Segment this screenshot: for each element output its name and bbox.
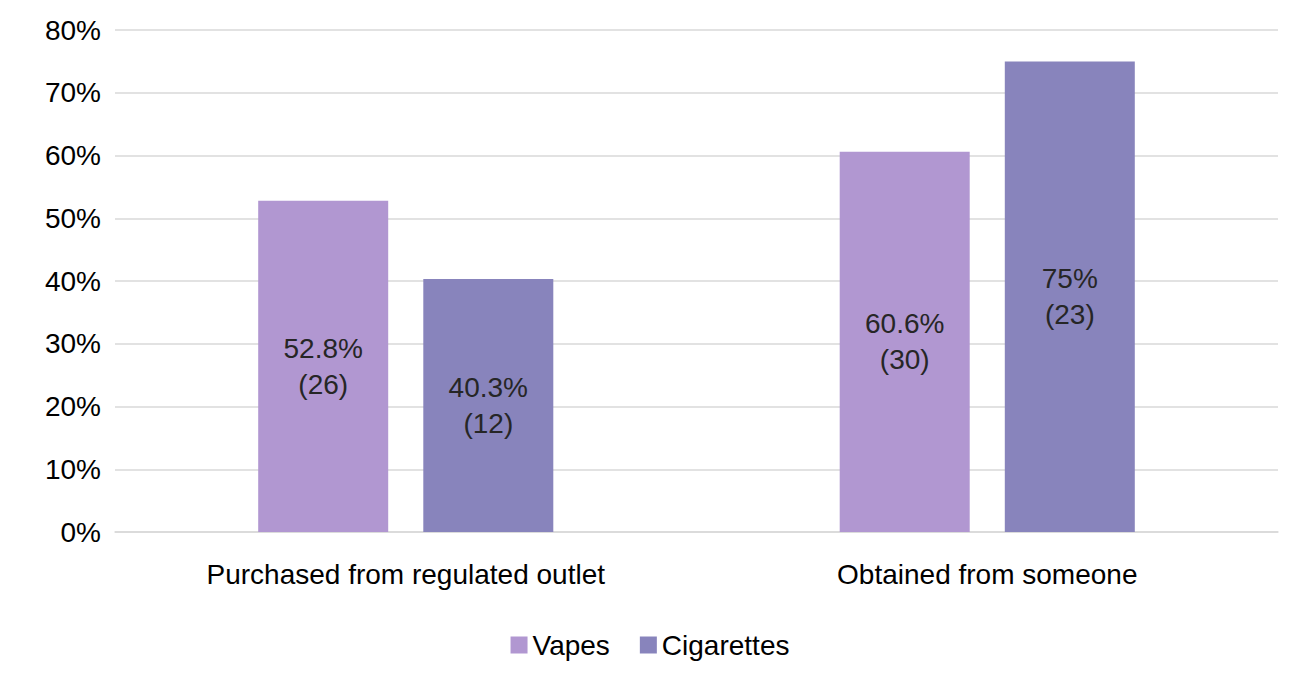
svg-text:70%: 70% [45,77,101,108]
svg-text:30%: 30% [45,328,101,359]
svg-text:(26): (26) [298,369,348,400]
svg-text:75%: 75% [1042,263,1098,294]
svg-text:Vapes: Vapes [533,630,610,661]
svg-text:60%: 60% [45,140,101,171]
svg-text:40.3%: 40.3% [449,372,528,403]
svg-text:80%: 80% [45,15,101,46]
svg-text:0%: 0% [61,517,101,548]
svg-text:40%: 40% [45,266,101,297]
svg-text:(30): (30) [880,344,930,375]
svg-text:(23): (23) [1045,299,1095,330]
svg-text:Cigarettes: Cigarettes [662,630,790,661]
svg-text:10%: 10% [45,454,101,485]
svg-text:(12): (12) [463,408,513,439]
svg-text:Obtained from someone: Obtained from someone [837,559,1137,590]
svg-text:52.8%: 52.8% [283,333,362,364]
svg-text:20%: 20% [45,391,101,422]
svg-text:60.6%: 60.6% [865,308,944,339]
svg-text:Purchased from regulated outle: Purchased from regulated outlet [207,559,606,590]
svg-text:50%: 50% [45,203,101,234]
